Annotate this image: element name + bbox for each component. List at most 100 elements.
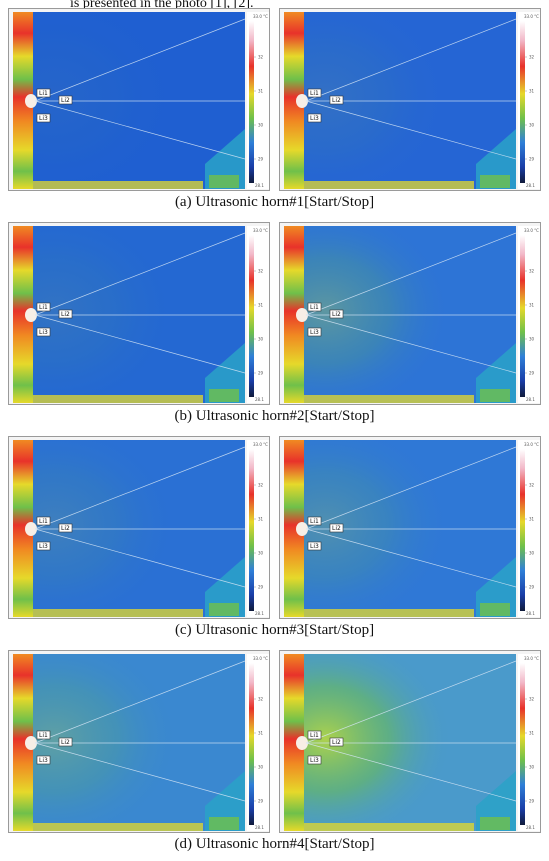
scale-bar bbox=[249, 235, 254, 397]
hot-spot bbox=[25, 94, 37, 108]
line-label: Li2 bbox=[332, 97, 341, 104]
scale-tick-label: 29 bbox=[529, 799, 535, 804]
hot-spot bbox=[296, 308, 308, 322]
measure-line-1 bbox=[34, 660, 246, 744]
line-label: Li2 bbox=[61, 739, 70, 746]
hot-spot bbox=[296, 522, 308, 536]
scale-min: 28.1 bbox=[526, 183, 535, 188]
thermal-image-stop: Li1 Li2 Li3 33.0 °C 32 31 30 29 28.1 bbox=[279, 8, 541, 191]
heat-strip bbox=[284, 226, 304, 403]
line-label-box bbox=[307, 113, 322, 123]
line-label: Li3 bbox=[310, 329, 319, 336]
scale-tick-label: 31 bbox=[258, 303, 264, 308]
measure-line-3 bbox=[305, 314, 517, 374]
thermal-image-start: Li1 Li2 Li3 33.0 °C 32 31 30 29 28.1 bbox=[8, 222, 270, 405]
corner-object bbox=[205, 343, 245, 403]
scale-tick-label: 30 bbox=[258, 123, 264, 128]
thermal-svg: Li1 Li2 Li3 33.0 °C 32 31 30 29 28.1 bbox=[284, 440, 540, 617]
line-label: Li3 bbox=[39, 543, 48, 550]
scale-bar bbox=[249, 449, 254, 611]
bottom-band bbox=[304, 823, 474, 831]
scale-min: 28.1 bbox=[526, 611, 535, 616]
scale-max: 33.0 °C bbox=[524, 442, 539, 447]
scale-tick-label: 31 bbox=[529, 303, 535, 308]
scale-tick-label: 32 bbox=[529, 483, 535, 488]
bottom-band bbox=[304, 395, 474, 403]
corner-object-base bbox=[209, 389, 239, 402]
thermal-svg: Li1 Li2 Li3 33.0 °C 32 31 30 29 28.1 bbox=[284, 12, 540, 189]
scale-max: 33.0 °C bbox=[524, 656, 539, 661]
thermal-image-stop: Li1 Li2 Li3 33.0 °C 32 31 30 29 28.1 bbox=[279, 650, 541, 833]
line-label: Li3 bbox=[310, 543, 319, 550]
measure-line-1 bbox=[34, 446, 246, 530]
measure-line-1 bbox=[305, 18, 517, 102]
line-label-box bbox=[307, 302, 322, 312]
hot-spot bbox=[25, 522, 37, 536]
line-label-box bbox=[307, 327, 322, 337]
line-label-box bbox=[307, 516, 322, 526]
corner-object bbox=[205, 129, 245, 189]
line-label-box bbox=[36, 541, 51, 551]
measure-line-3 bbox=[305, 528, 517, 588]
bottom-band bbox=[33, 395, 203, 403]
line-label: Li2 bbox=[61, 525, 70, 532]
hot-spot bbox=[296, 736, 308, 750]
line-label-box bbox=[329, 523, 344, 533]
figure-caption: (b) Ultrasonic horn#2[Start/Stop] bbox=[174, 408, 375, 424]
scale-min: 28.1 bbox=[255, 183, 264, 188]
scale-bar bbox=[520, 663, 525, 825]
scale-tick-label: 32 bbox=[529, 697, 535, 702]
scale-tick-label: 29 bbox=[258, 799, 264, 804]
bottom-band bbox=[33, 823, 203, 831]
heat-strip bbox=[13, 440, 33, 617]
scale-tick-label: 31 bbox=[529, 731, 535, 736]
scale-tick-label: 30 bbox=[529, 123, 535, 128]
line-label: Li1 bbox=[310, 732, 319, 739]
corner-object bbox=[476, 343, 516, 403]
bottom-band bbox=[33, 181, 203, 189]
scale-max: 33.0 °C bbox=[524, 228, 539, 233]
scale-min: 28.1 bbox=[255, 825, 264, 830]
corner-object-base bbox=[480, 817, 510, 830]
scale-tick-label: 29 bbox=[258, 157, 264, 162]
scale-min: 28.1 bbox=[526, 397, 535, 402]
heat-strip bbox=[13, 226, 33, 403]
scale-tick-label: 32 bbox=[258, 697, 264, 702]
line-label: Li3 bbox=[310, 115, 319, 122]
line-label: Li1 bbox=[39, 304, 48, 311]
line-label-box bbox=[36, 302, 51, 312]
scale-bar bbox=[249, 663, 254, 825]
line-label: Li2 bbox=[332, 525, 341, 532]
measure-line-1 bbox=[305, 446, 517, 530]
thermal-image-stop: Li1 Li2 Li3 33.0 °C 32 31 30 29 28.1 bbox=[279, 222, 541, 405]
scale-min: 28.1 bbox=[526, 825, 535, 830]
scale-tick-label: 29 bbox=[529, 371, 535, 376]
corner-object-base bbox=[209, 817, 239, 830]
corner-object-base bbox=[209, 175, 239, 188]
scale-tick-label: 32 bbox=[258, 483, 264, 488]
line-label: Li1 bbox=[39, 518, 48, 525]
scale-tick-label: 30 bbox=[258, 765, 264, 770]
corner-object-base bbox=[480, 175, 510, 188]
scale-tick-label: 32 bbox=[258, 55, 264, 60]
corner-object bbox=[476, 771, 516, 831]
scale-tick-label: 31 bbox=[258, 89, 264, 94]
thermal-image-start: Li1 Li2 Li3 33.0 °C 32 31 30 29 28.1 bbox=[8, 436, 270, 619]
line-label: Li1 bbox=[310, 518, 319, 525]
measure-line-1 bbox=[305, 660, 517, 744]
scale-tick-label: 30 bbox=[529, 337, 535, 342]
scale-min: 28.1 bbox=[255, 611, 264, 616]
bottom-band bbox=[304, 609, 474, 617]
corner-object bbox=[205, 771, 245, 831]
line-label-box bbox=[58, 523, 73, 533]
scale-tick-label: 31 bbox=[529, 89, 535, 94]
scale-tick-label: 32 bbox=[529, 269, 535, 274]
scale-tick-label: 29 bbox=[258, 585, 264, 590]
line-label: Li2 bbox=[332, 311, 341, 318]
scale-tick-label: 31 bbox=[258, 517, 264, 522]
line-label: Li2 bbox=[61, 311, 70, 318]
scale-tick-label: 31 bbox=[258, 731, 264, 736]
thermal-image-start: Li1 Li2 Li3 33.0 °C 32 31 30 29 28.1 bbox=[8, 8, 270, 191]
measure-line-1 bbox=[34, 18, 246, 102]
line-label: Li3 bbox=[39, 115, 48, 122]
